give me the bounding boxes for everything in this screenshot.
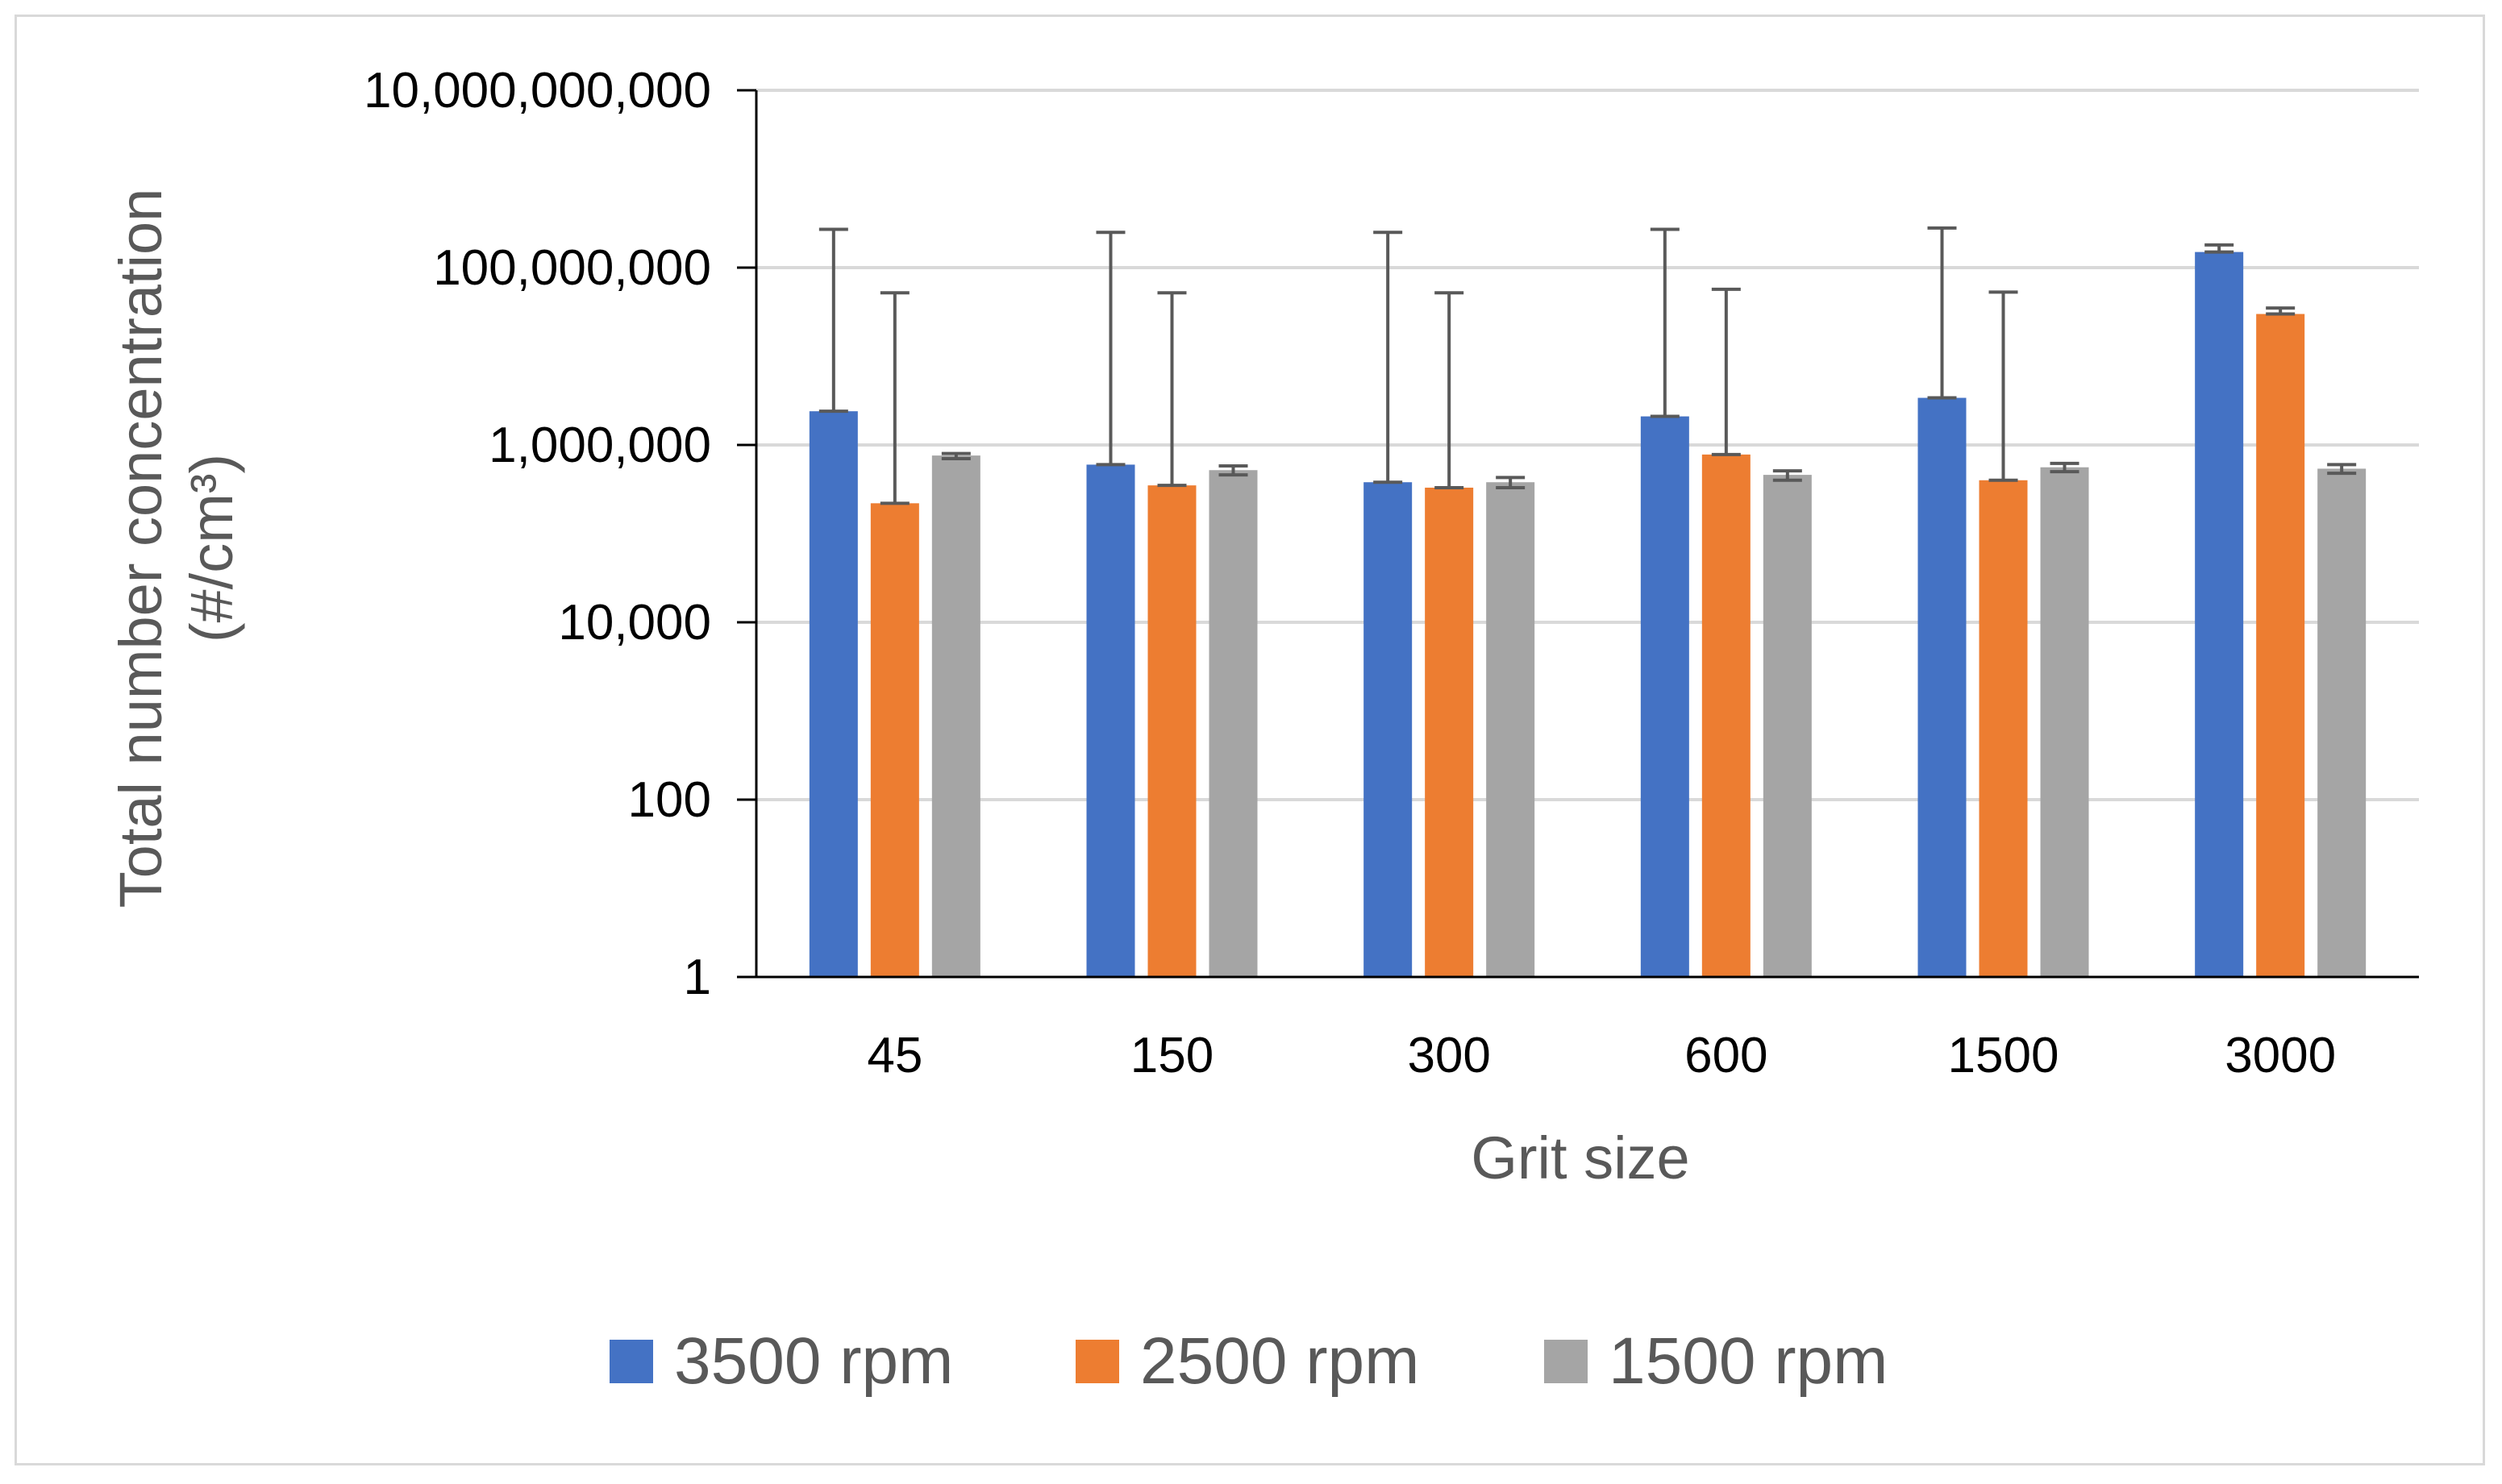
y-tick-label: 10,000,000,000 (364, 63, 711, 118)
bar-1500-rpm-3000 (2317, 468, 2367, 977)
y-axis-title: Total number concentration (#/cm³) (107, 189, 245, 908)
bar-3500-rpm-600 (1640, 416, 1689, 977)
bar-1500-rpm-600 (1763, 475, 1812, 977)
y-tick-label: 1 (684, 950, 711, 1005)
bar-2500-rpm-150 (1147, 485, 1197, 977)
y-axis-title-line1: Total number concentration (107, 189, 174, 908)
error-bars (818, 226, 2357, 505)
legend-label: 3500 rpm (674, 1324, 953, 1398)
bar-2500-rpm-1500 (1979, 480, 2028, 977)
bar-1500-rpm-45 (931, 455, 980, 977)
y-tick-label: 1,000,000 (489, 418, 711, 473)
x-tick-label: 45 (867, 1028, 922, 1083)
bar-2500-rpm-3000 (2256, 314, 2305, 977)
legend-label: 2500 rpm (1140, 1324, 1419, 1398)
x-tick-label: 3000 (2225, 1028, 2336, 1083)
legend: 3500 rpm 2500 rpm 1500 rpm (610, 1324, 1888, 1398)
y-tick-labels: 1 100 10,000 1,000,000 100,000,000 10,000,000… (364, 63, 756, 1005)
axes (755, 90, 2419, 979)
y-tick-label: 100 (628, 772, 711, 828)
legend-label: 1500 rpm (1609, 1324, 1888, 1398)
y-axis-title-line2: (#/cm³) (178, 454, 245, 642)
y-tick-label: 10,000 (558, 595, 711, 651)
bar-3500-rpm-150 (1086, 464, 1135, 977)
legend-swatch (1076, 1340, 1119, 1383)
x-tick-labels: 45 150 300 600 1500 3000 (867, 1028, 2336, 1083)
bar-1500-rpm-300 (1486, 482, 1535, 977)
x-tick-label: 600 (1684, 1028, 1767, 1083)
bar-3500-rpm-1500 (1917, 397, 1967, 977)
legend-swatch (610, 1340, 653, 1383)
legend-swatch (1544, 1340, 1588, 1383)
x-tick-label: 300 (1407, 1028, 1490, 1083)
bar-2500-rpm-300 (1425, 487, 1474, 977)
bar-1500-rpm-150 (1209, 470, 1258, 977)
gridlines (756, 89, 2419, 801)
bar-1500-rpm-1500 (2040, 467, 2089, 977)
x-tick-label: 150 (1130, 1028, 1214, 1083)
bar-2500-rpm-600 (1701, 454, 1751, 977)
bar-3500-rpm-3000 (2195, 251, 2244, 977)
bar-3500-rpm-300 (1363, 482, 1413, 977)
y-tick-label: 100,000,000 (433, 240, 711, 296)
bar-2500-rpm-45 (870, 503, 919, 977)
x-tick-label: 1500 (1948, 1028, 2059, 1083)
bars (809, 251, 2367, 977)
bar-3500-rpm-45 (809, 411, 858, 977)
x-axis-title: Grit size (1471, 1124, 1689, 1191)
